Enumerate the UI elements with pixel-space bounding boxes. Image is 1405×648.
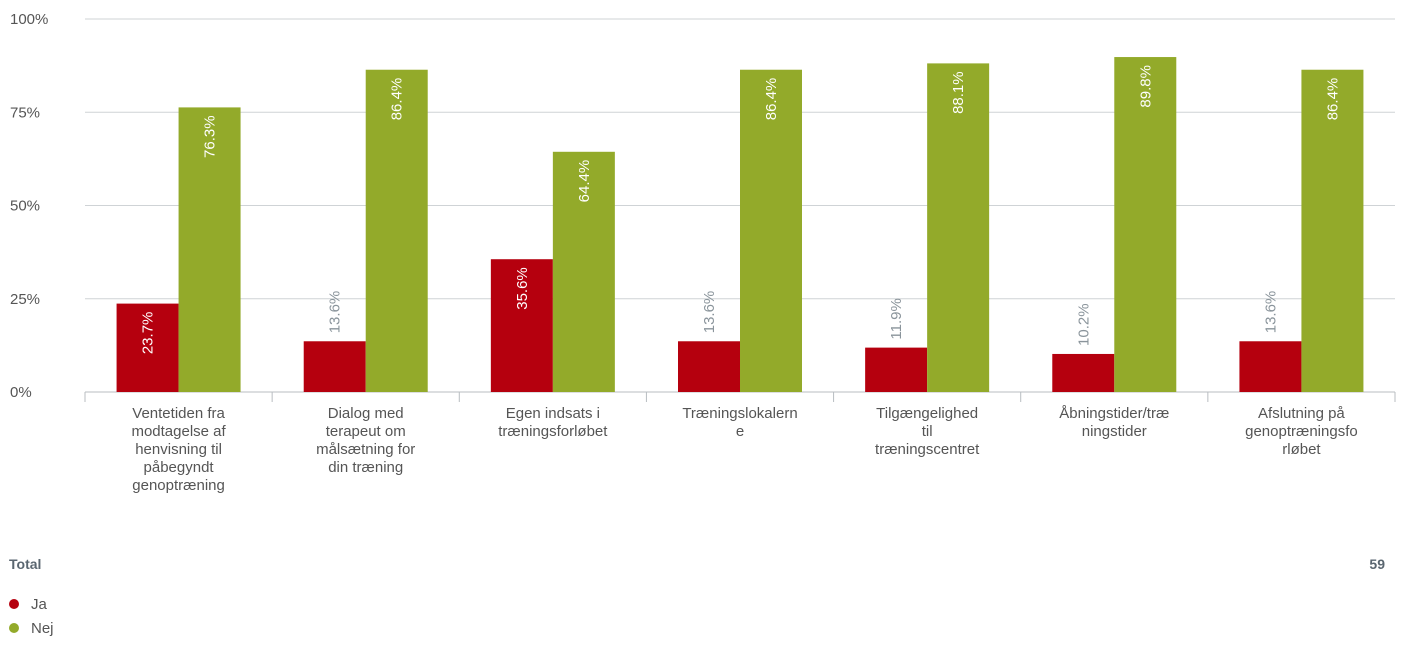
- bar-ja: [490, 259, 553, 392]
- x-tick-label: e: [736, 423, 744, 440]
- data-label: 10.2%: [1075, 303, 1092, 346]
- x-tick-label: rløbet: [1282, 441, 1321, 458]
- legend-ja-swatch: [9, 599, 19, 609]
- data-label: 13.6%: [701, 291, 718, 334]
- respondent-count: 59: [1369, 556, 1385, 572]
- bar-ja: [116, 303, 179, 392]
- data-label: 13.6%: [327, 291, 344, 334]
- data-label: 13.6%: [1262, 291, 1279, 334]
- legend-nej-swatch: [9, 623, 19, 633]
- legend-nej-label: Nej: [31, 619, 54, 637]
- bar-nej: [740, 69, 802, 392]
- bar-ja: [678, 341, 740, 392]
- x-tick-label: ningstider: [1082, 423, 1147, 440]
- x-tick-label: genoptræning: [132, 477, 225, 494]
- x-tick-label: træningsforløbet: [498, 423, 608, 440]
- data-label: 76.3%: [202, 115, 219, 158]
- x-tick-label: Dialog med: [328, 405, 404, 422]
- x-tick-label: Egen indsats i: [506, 405, 600, 422]
- bar-ja: [1239, 341, 1302, 392]
- bar-ja: [1052, 353, 1115, 392]
- bar-nej: [927, 63, 990, 393]
- legend-item-nej: Nej: [9, 616, 54, 640]
- x-tick-label: henvisning til: [135, 441, 222, 458]
- bar-ja: [303, 341, 366, 392]
- x-tick-label: påbegyndt: [144, 459, 215, 476]
- data-label: 11.9%: [888, 298, 905, 339]
- bar-ja: [865, 347, 928, 392]
- bar-nej: [1114, 57, 1177, 393]
- x-tick-label: Træningslokalern: [682, 405, 797, 422]
- data-label: 89.8%: [1137, 65, 1154, 108]
- data-label: 86.4%: [763, 78, 780, 121]
- data-label: 35.6%: [514, 267, 531, 310]
- data-label: 88.1%: [950, 71, 967, 114]
- data-label: 64.4%: [576, 160, 593, 203]
- data-label: 86.4%: [389, 78, 406, 121]
- x-tick-label: Tilgængelighed: [876, 405, 978, 422]
- x-tick-label: terapeut om: [326, 423, 406, 440]
- bar-nej: [365, 69, 428, 392]
- bar-nej: [178, 107, 241, 392]
- x-tick-label: træningscentret: [875, 441, 980, 458]
- y-tick-label: 0%: [10, 384, 32, 401]
- y-tick-label: 100%: [10, 11, 48, 28]
- bar-chart: 0%25%50%75%100%23.7%76.3%Ventetiden fram…: [10, 11, 1396, 494]
- x-tick-label: Afslutning på: [1258, 405, 1345, 422]
- y-tick-label: 75%: [10, 104, 40, 121]
- data-label: 23.7%: [140, 312, 157, 355]
- x-tick-label: modtagelse af: [131, 423, 226, 440]
- x-tick-label: Åbningstider/træ: [1059, 405, 1169, 422]
- legend: Ja Nej: [9, 592, 54, 640]
- bar-nej: [552, 151, 615, 392]
- x-tick-label: til: [922, 423, 933, 440]
- x-tick-label: din træning: [328, 459, 403, 476]
- x-tick-label: målsætning for: [316, 441, 415, 458]
- data-label: 86.4%: [1324, 78, 1341, 121]
- legend-ja-label: Ja: [31, 595, 47, 613]
- y-tick-label: 25%: [10, 291, 40, 308]
- legend-item-ja: Ja: [9, 592, 54, 616]
- x-tick-label: genoptræningsfo: [1245, 423, 1358, 440]
- bar-nej: [1301, 69, 1364, 392]
- y-tick-label: 50%: [10, 198, 40, 215]
- x-tick-label: Ventetiden fra: [132, 405, 225, 422]
- total-label: Total: [9, 556, 42, 572]
